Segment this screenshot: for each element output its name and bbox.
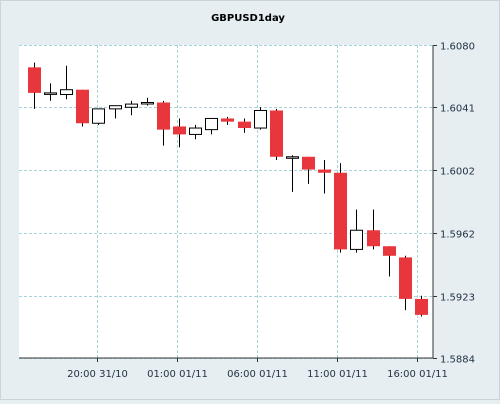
candle-body-bull bbox=[109, 105, 122, 110]
candle-body-bear bbox=[28, 67, 41, 93]
candle-body-bear bbox=[173, 126, 186, 135]
y-tick-label: 1.5884 bbox=[440, 355, 475, 366]
candle bbox=[125, 100, 138, 116]
candle-body-bear bbox=[415, 298, 428, 315]
chart-title: GBPUSD1day bbox=[211, 13, 285, 24]
candle-body-bear bbox=[318, 169, 331, 173]
candle bbox=[318, 159, 331, 194]
candle bbox=[92, 108, 105, 125]
candle bbox=[76, 89, 89, 127]
y-tick-label: 1.6041 bbox=[440, 104, 475, 115]
candle bbox=[334, 163, 347, 253]
candle-body-bull bbox=[254, 109, 267, 129]
y-tick-label: 1.6080 bbox=[440, 42, 475, 53]
candle-body-bull bbox=[44, 92, 57, 95]
candle-body-bear bbox=[302, 156, 315, 170]
candle bbox=[238, 118, 251, 133]
candle-body-bear bbox=[270, 110, 283, 157]
y-tick-label: 1.5962 bbox=[440, 230, 475, 241]
candle bbox=[205, 117, 218, 135]
x-tick-label: 06:00 01/11 bbox=[227, 369, 288, 380]
x-tick-label: 20:00 31/10 bbox=[67, 369, 128, 380]
candle bbox=[399, 255, 412, 311]
x-tick-label: 01:00 01/11 bbox=[147, 369, 208, 380]
candle-body-bull bbox=[141, 101, 154, 105]
candle bbox=[383, 246, 396, 277]
y-tick-label: 1.5923 bbox=[440, 293, 475, 304]
candle-body-bull bbox=[125, 103, 138, 108]
candle-body-bull bbox=[205, 117, 218, 131]
candle-body-bull bbox=[350, 229, 363, 250]
candle bbox=[286, 155, 299, 192]
candle-body-bear bbox=[367, 230, 380, 247]
candles bbox=[28, 62, 428, 317]
candle bbox=[141, 97, 154, 106]
x-tick-label: 11:00 01/11 bbox=[307, 369, 368, 380]
candle-body-bear bbox=[399, 257, 412, 299]
candle bbox=[173, 118, 186, 148]
candle-body-bear bbox=[76, 89, 89, 124]
axes bbox=[19, 45, 434, 359]
candle-body-bear bbox=[238, 121, 251, 129]
x-tick-label: 16:00 01/11 bbox=[387, 369, 448, 380]
y-tick-label: 1.6002 bbox=[440, 167, 475, 178]
candle bbox=[109, 105, 122, 119]
candle bbox=[270, 108, 283, 160]
candle-body-bear bbox=[221, 118, 234, 122]
candle bbox=[189, 124, 202, 140]
y-tick-labels: 1.6080 1.6041 1.6002 1.5962 1.5923 1.5884 bbox=[433, 42, 475, 366]
candle bbox=[415, 295, 428, 317]
candle-body-bear bbox=[157, 102, 170, 130]
candle-body-bear bbox=[334, 172, 347, 250]
candle-body-bear bbox=[383, 246, 396, 256]
candle bbox=[44, 83, 57, 101]
candle bbox=[367, 209, 380, 250]
candle bbox=[60, 65, 73, 100]
candle-body-bull bbox=[60, 89, 73, 96]
candle bbox=[221, 116, 234, 125]
candle bbox=[157, 100, 170, 146]
candle bbox=[302, 156, 315, 184]
candle-body-bull bbox=[286, 156, 299, 159]
candle-body-bull bbox=[92, 108, 105, 124]
candle bbox=[350, 209, 363, 253]
candle-body-bull bbox=[189, 127, 202, 135]
candle bbox=[254, 107, 267, 130]
x-tick-labels: 20:00 31/10 01:00 01/11 06:00 01/11 11:00 0… bbox=[67, 358, 448, 380]
candle bbox=[28, 62, 41, 109]
